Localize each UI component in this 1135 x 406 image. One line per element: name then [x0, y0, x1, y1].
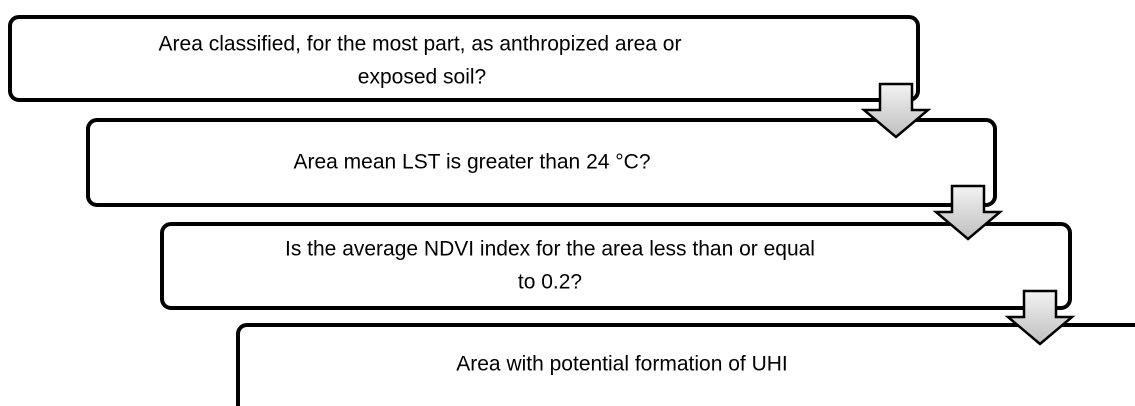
step-box	[86, 118, 997, 207]
step-text: Area mean LST is greater than 24 °C?	[293, 151, 650, 174]
down-arrow	[932, 184, 1004, 241]
step-text: Area classified, for the most part, as a…	[159, 33, 682, 56]
step-text: exposed soil?	[358, 66, 486, 89]
step-text: to 0.2?	[518, 271, 582, 294]
step-box	[160, 222, 1072, 310]
down-arrow	[1004, 289, 1076, 346]
step-text: Is the average NDVI index for the area l…	[285, 238, 815, 261]
step-box	[236, 323, 1135, 406]
step-text: Area with potential formation of UHI	[456, 353, 788, 376]
step-box	[8, 15, 920, 102]
down-arrow	[860, 82, 932, 139]
